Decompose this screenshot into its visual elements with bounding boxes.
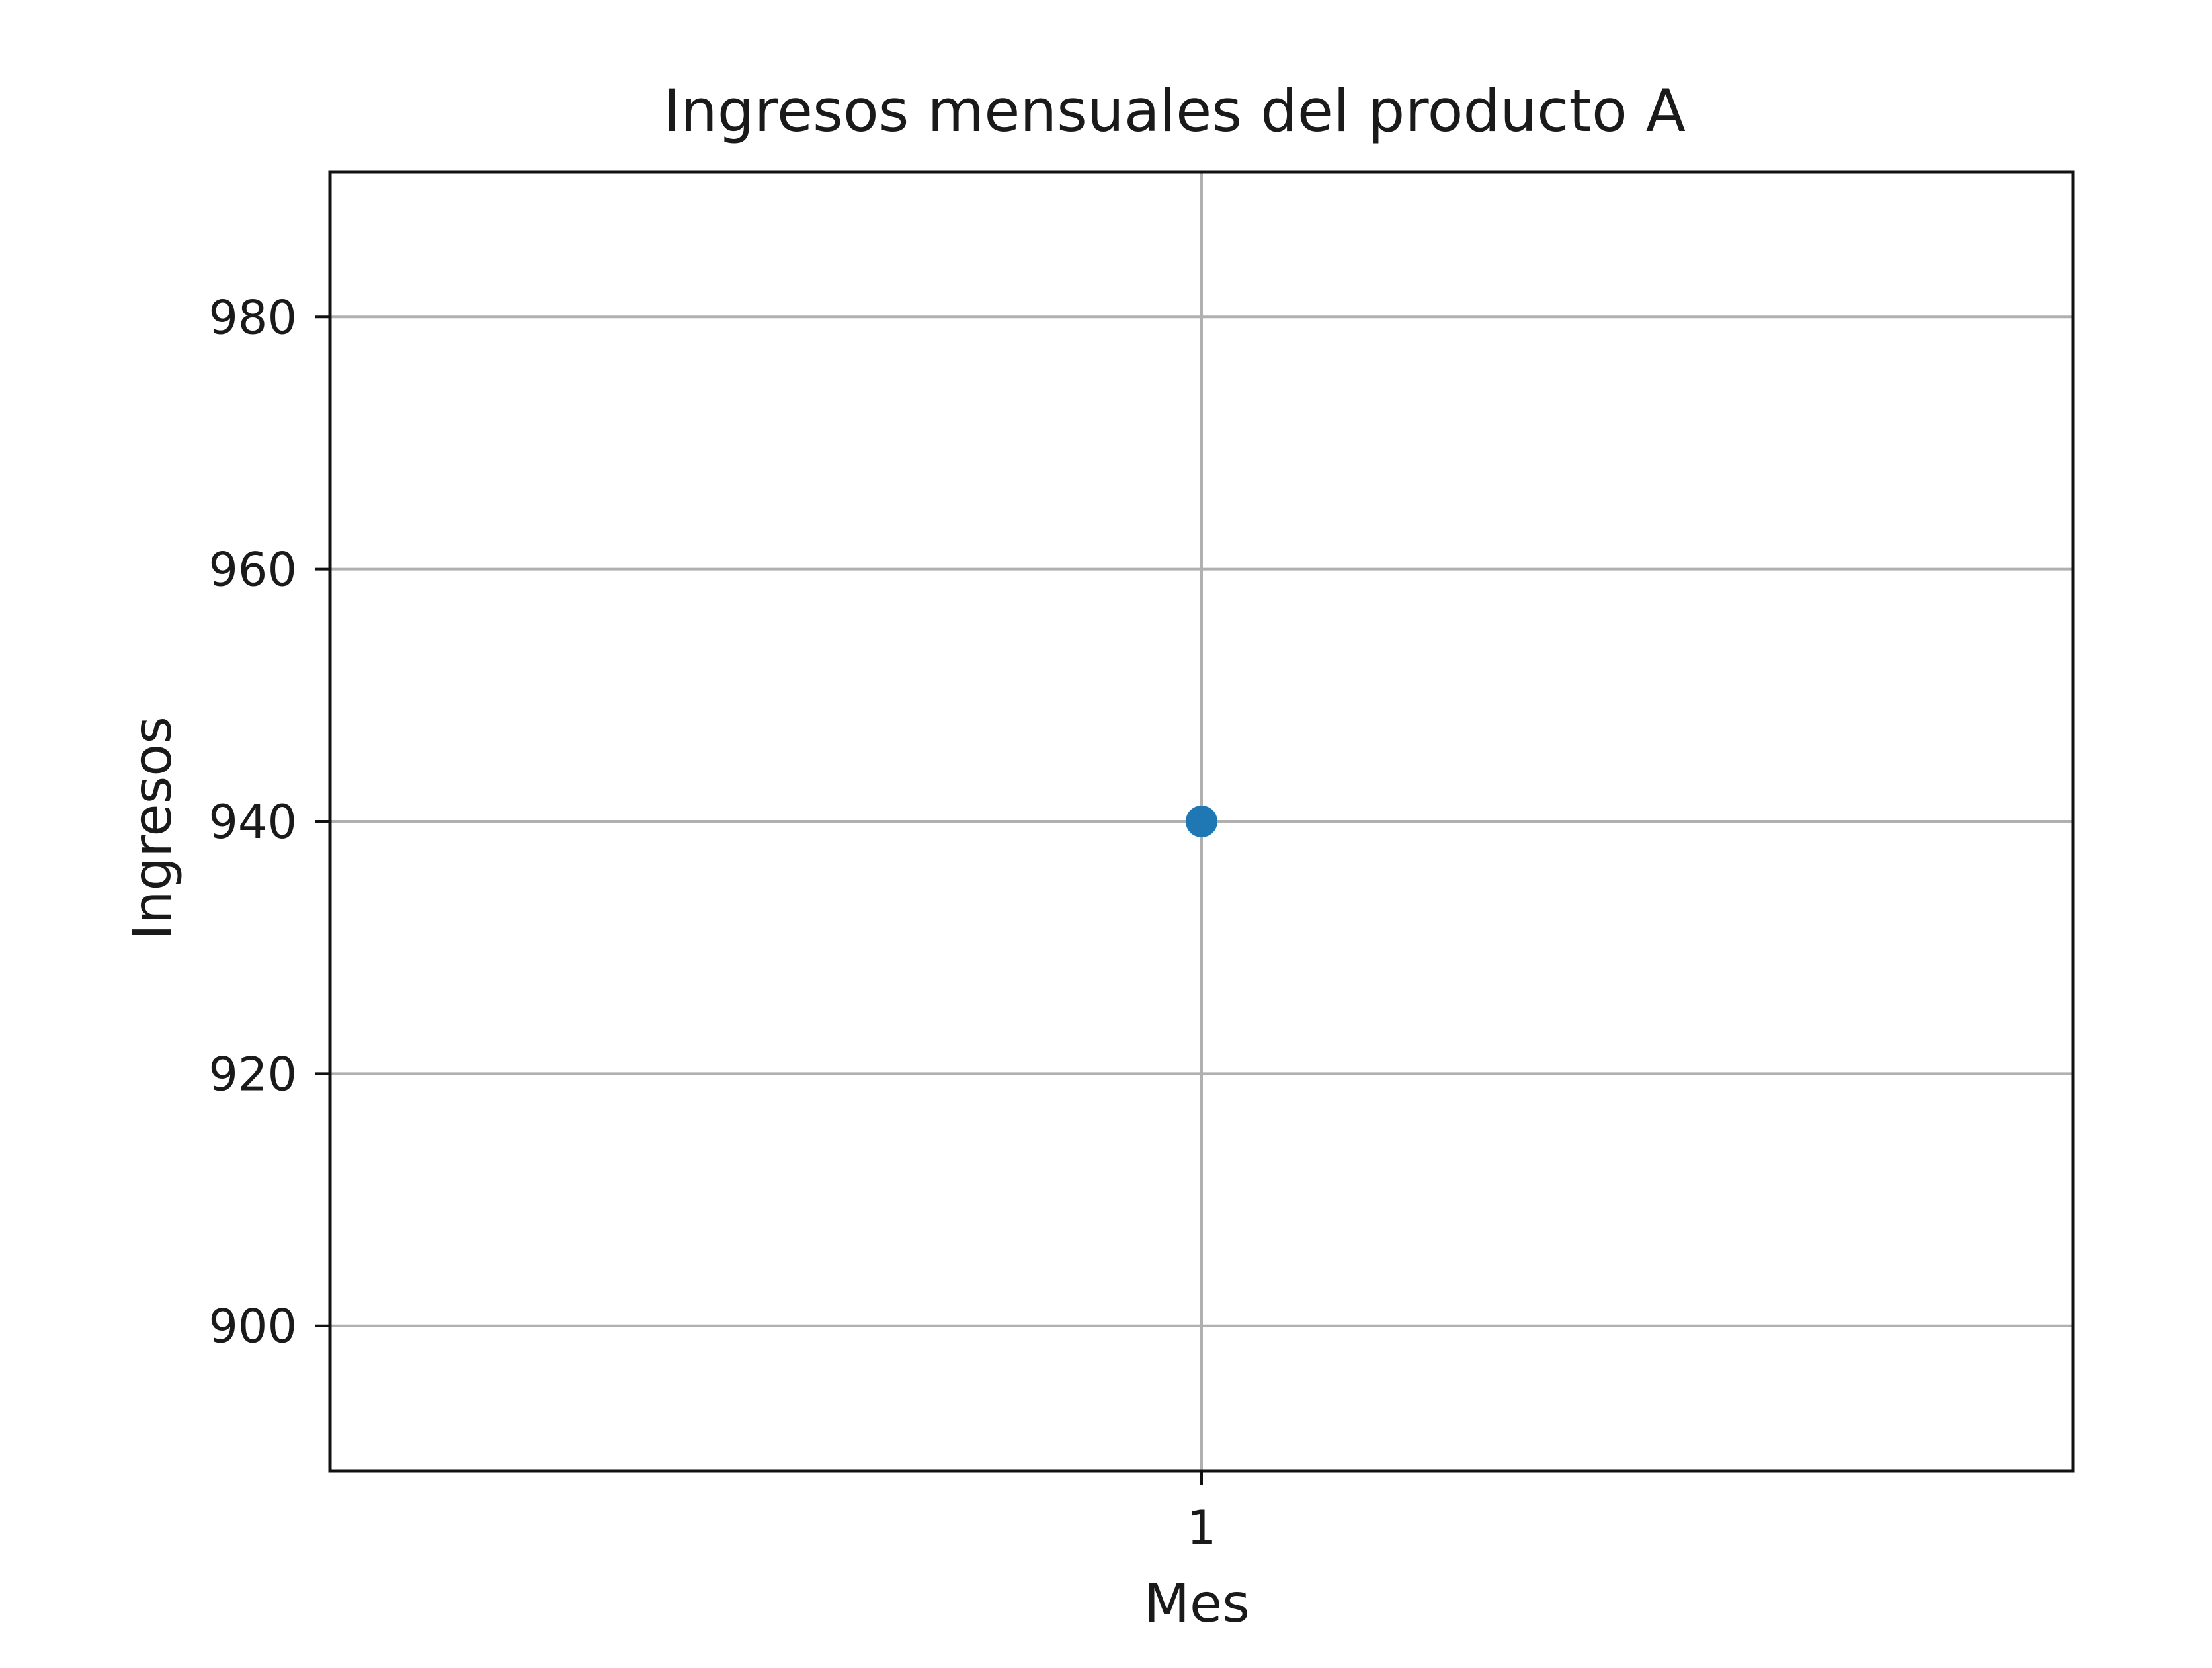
y-tick-label-960: 960 [208, 543, 297, 597]
tick-labels: 900 920 940 960 980 1 [208, 290, 1216, 1555]
data-points [1186, 806, 1217, 837]
y-tick-label-920: 920 [208, 1047, 297, 1101]
chart-title: Ingresos mensuales del producto A [663, 77, 1686, 145]
y-tick-label-940: 940 [208, 795, 297, 849]
data-point-0-0 [1186, 806, 1217, 837]
y-tick-label-900: 900 [208, 1300, 297, 1354]
y-tick-label-980: 980 [208, 290, 297, 345]
axis-ticks [315, 315, 1203, 1485]
x-axis-label: Mes [1144, 1573, 1250, 1634]
y-axis-label: Ingresos [122, 716, 183, 940]
x-tick-label-1: 1 [1187, 1501, 1217, 1555]
